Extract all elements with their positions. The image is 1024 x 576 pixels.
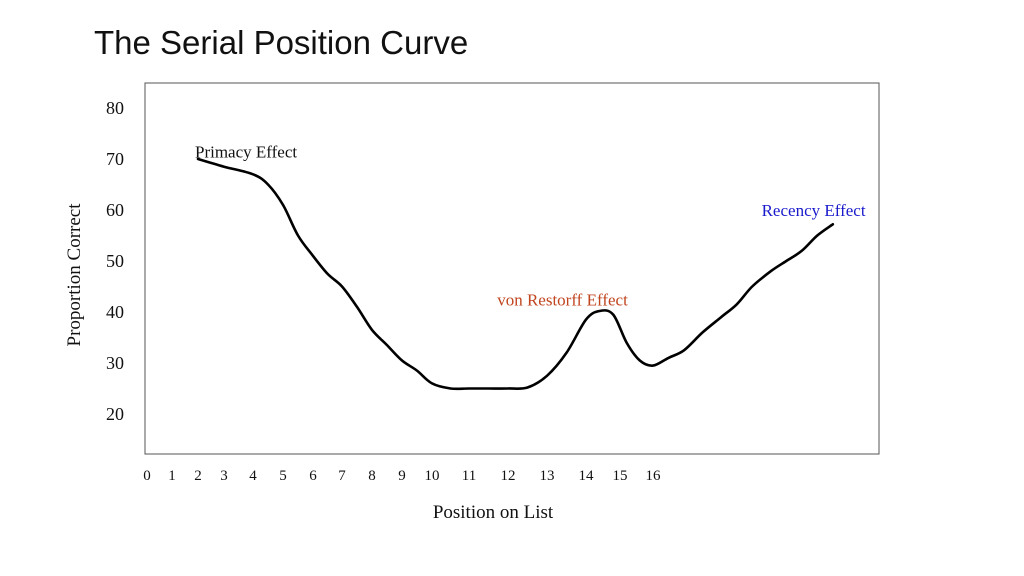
x-tick-label: 16 bbox=[646, 468, 662, 484]
y-tick-label: 60 bbox=[106, 200, 124, 220]
y-axis-ticks: 80 70 60 50 40 30 20 bbox=[106, 98, 124, 424]
x-tick-label: 0 bbox=[143, 468, 151, 484]
page-title: The Serial Position Curve bbox=[94, 24, 469, 61]
x-axis-ticks: 0 1 2 3 4 5 6 7 8 9 10 11 12 13 14 15 16 bbox=[143, 468, 661, 484]
x-tick-label: 1 bbox=[168, 468, 176, 484]
x-tick-label: 9 bbox=[398, 468, 406, 484]
y-tick-label: 70 bbox=[106, 149, 124, 169]
annotation-label: Primacy Effect bbox=[195, 142, 297, 161]
x-tick-label: 8 bbox=[368, 468, 376, 484]
x-tick-label: 6 bbox=[309, 468, 317, 484]
x-tick-label: 12 bbox=[501, 468, 516, 484]
x-tick-label: 11 bbox=[462, 468, 476, 484]
x-tick-label: 13 bbox=[540, 468, 555, 484]
x-tick-label: 5 bbox=[279, 468, 287, 484]
y-tick-label: 50 bbox=[106, 251, 124, 271]
plot-area-frame bbox=[144, 82, 880, 455]
x-tick-label: 4 bbox=[249, 468, 257, 484]
series-line bbox=[196, 157, 835, 391]
y-tick-label: 30 bbox=[106, 353, 124, 373]
x-tick-label: 10 bbox=[425, 468, 440, 484]
y-axis-label: Proportion Correct bbox=[64, 203, 85, 347]
x-tick-label: 2 bbox=[194, 468, 202, 484]
annotation-label: Recency Effect bbox=[762, 201, 866, 220]
x-tick-label: 14 bbox=[579, 468, 595, 484]
x-tick-label: 7 bbox=[338, 468, 346, 484]
annotation-label: von Restorff Effect bbox=[497, 290, 628, 309]
y-tick-label: 40 bbox=[106, 302, 124, 322]
x-axis-label: Position on List bbox=[433, 502, 554, 523]
chart-annotations: Primacy Effect von Restorff Effect Recency… bbox=[195, 142, 866, 309]
y-tick-label: 80 bbox=[106, 98, 124, 118]
x-tick-label: 3 bbox=[220, 468, 228, 484]
y-tick-label: 20 bbox=[106, 404, 124, 424]
x-tick-label: 15 bbox=[613, 468, 628, 484]
